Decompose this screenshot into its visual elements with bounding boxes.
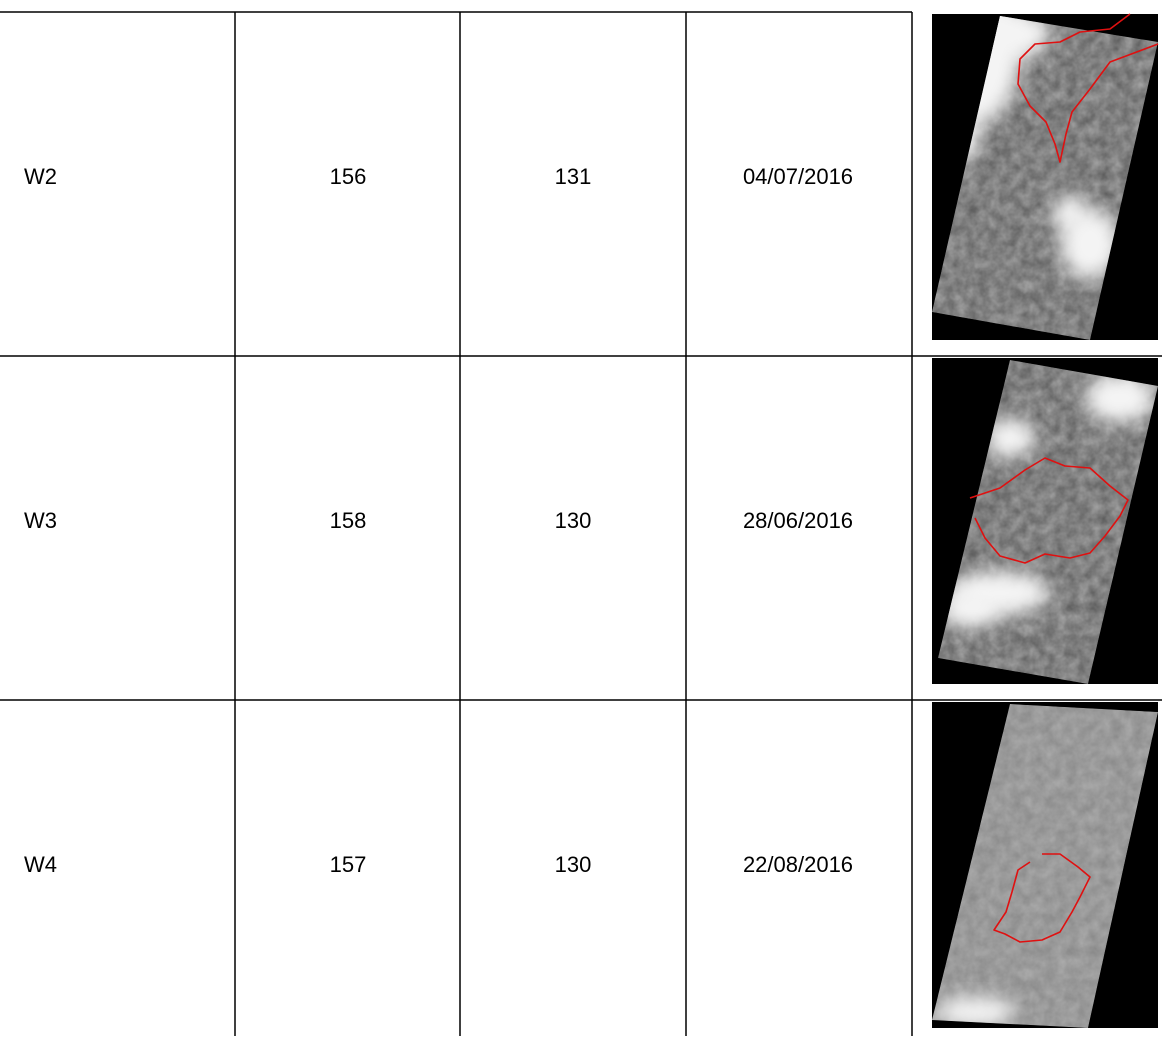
cell-text: W3 [24, 508, 57, 533]
cell-text: 130 [555, 852, 592, 877]
cell-text: 156 [330, 164, 367, 189]
boundary-outline [993, 853, 1091, 943]
cell-text: 28/06/2016 [743, 508, 853, 533]
cloud [1085, 373, 1155, 423]
satellite-image [932, 358, 1158, 684]
cloud [1052, 196, 1088, 232]
cell-text: 158 [330, 508, 367, 533]
cell-text: W4 [24, 852, 57, 877]
cell-text: 157 [330, 852, 367, 877]
satellite-image [932, 702, 1158, 1028]
boundary-outline [969, 457, 1129, 564]
table-rules [0, 11, 1162, 1036]
cell-text: 22/08/2016 [743, 852, 853, 877]
cloud [940, 588, 1000, 628]
cell-text: W2 [24, 164, 57, 189]
cell-text: 04/07/2016 [743, 164, 853, 189]
boundary-outline [1017, 13, 1159, 163]
cloud [935, 997, 1015, 1027]
cloud [985, 418, 1035, 458]
cell-text: 130 [555, 508, 592, 533]
cell-text: 131 [555, 164, 592, 189]
satellite-image [932, 13, 1159, 340]
